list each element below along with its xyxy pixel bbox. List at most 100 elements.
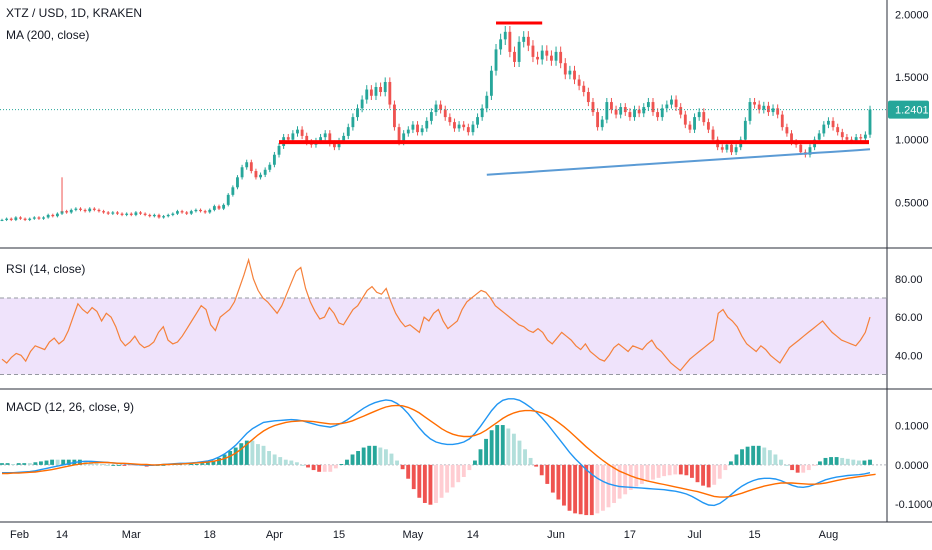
macd-histogram-bar[interactable] — [589, 464, 594, 516]
macd-histogram-bar[interactable] — [667, 464, 672, 476]
candle[interactable] — [111, 212, 115, 214]
macd-histogram-bar[interactable] — [817, 461, 822, 465]
candle[interactable] — [790, 133, 793, 143]
time-axis[interactable]: Feb 14 Mar 18 Apr 15 May 14 Jun 17 Jul 15 Aug — [10, 529, 838, 541]
candle[interactable] — [605, 102, 609, 120]
macd-histogram-bar[interactable] — [183, 464, 188, 466]
macd-histogram-bar[interactable] — [328, 464, 333, 472]
macd-histogram-bar[interactable] — [450, 464, 455, 488]
candle[interactable] — [725, 144, 729, 150]
macd-histogram-bar[interactable] — [829, 457, 833, 465]
macd-histogram-bar[interactable] — [862, 460, 867, 465]
candle[interactable] — [836, 127, 840, 133]
candle[interactable] — [485, 95, 489, 109]
macd-histogram-bar[interactable] — [239, 443, 244, 465]
macd-histogram-bar[interactable] — [573, 464, 578, 514]
candle[interactable] — [254, 171, 258, 178]
candle[interactable] — [393, 104, 396, 128]
macd-histogram-bar[interactable] — [322, 464, 327, 472]
candle[interactable] — [619, 107, 623, 115]
macd-histogram-bar[interactable] — [111, 464, 116, 466]
candle[interactable] — [748, 102, 752, 121]
macd-histogram-bar[interactable] — [762, 447, 767, 465]
candle[interactable] — [351, 117, 355, 128]
candle[interactable] — [55, 213, 59, 217]
macd-histogram-bar[interactable] — [27, 463, 32, 465]
macd-histogram-bar[interactable] — [812, 464, 817, 466]
macd-histogram-bar[interactable] — [678, 464, 683, 475]
macd-histogram-bar[interactable] — [712, 464, 717, 485]
macd-line[interactable] — [2, 398, 871, 507]
candle[interactable] — [762, 105, 766, 110]
macd-histogram-bar[interactable] — [161, 464, 166, 466]
candle[interactable] — [697, 112, 701, 118]
macd-histogram-bar[interactable] — [550, 464, 555, 493]
candle[interactable] — [199, 209, 202, 212]
candle[interactable] — [416, 124, 419, 133]
candle[interactable] — [526, 36, 530, 46]
macd-histogram-bar[interactable] — [795, 464, 800, 473]
candle[interactable] — [277, 145, 281, 155]
macd-histogram-bar[interactable] — [350, 454, 355, 465]
candle[interactable] — [319, 137, 322, 141]
macd-histogram-bar[interactable] — [773, 454, 778, 465]
candle[interactable] — [379, 87, 383, 93]
candle[interactable] — [97, 209, 101, 212]
candle[interactable] — [573, 70, 576, 80]
candle[interactable] — [102, 211, 105, 213]
signal-line[interactable] — [2, 404, 876, 498]
candle[interactable] — [471, 124, 475, 133]
macd-histogram-bar[interactable] — [300, 464, 305, 466]
candle[interactable] — [226, 194, 230, 205]
candle[interactable] — [577, 79, 581, 86]
macd-histogram-bar[interactable] — [717, 464, 722, 479]
macd-histogram-bar[interactable] — [22, 463, 27, 465]
macd-histogram-bar[interactable] — [506, 428, 511, 465]
candle[interactable] — [827, 120, 830, 125]
macd-histogram-bar[interactable] — [133, 464, 138, 466]
candle[interactable] — [822, 124, 826, 134]
candle[interactable] — [5, 218, 9, 220]
macd-histogram-bar[interactable] — [662, 464, 667, 477]
macd-histogram-bar[interactable] — [339, 464, 344, 466]
macd-histogram-bar[interactable] — [356, 451, 361, 465]
macd-histogram-bar[interactable] — [428, 464, 433, 505]
candle[interactable] — [646, 102, 650, 108]
candle[interactable] — [406, 129, 410, 134]
macd-histogram-bar[interactable] — [211, 460, 216, 465]
candle[interactable] — [554, 51, 558, 61]
macd-histogram-bar[interactable] — [306, 464, 310, 468]
macd-histogram-bar[interactable] — [439, 464, 444, 498]
macd-histogram-bar[interactable] — [684, 464, 689, 476]
candle[interactable] — [767, 105, 770, 113]
candle[interactable] — [559, 51, 563, 64]
candle[interactable] — [120, 213, 124, 215]
candle[interactable] — [434, 104, 438, 113]
macd-histogram-bar[interactable] — [205, 462, 210, 465]
candle[interactable] — [305, 135, 309, 143]
macd-histogram-bar[interactable] — [250, 440, 255, 465]
macd-histogram-bar[interactable] — [272, 454, 277, 465]
macd-histogram-bar[interactable] — [623, 464, 628, 495]
candle[interactable] — [831, 120, 835, 128]
macd-histogram-bar[interactable] — [556, 464, 561, 500]
candle[interactable] — [679, 107, 683, 115]
candle[interactable] — [439, 104, 443, 110]
macd-histogram-bar[interactable] — [695, 464, 700, 483]
candle[interactable] — [730, 144, 733, 153]
macd-histogram-bar[interactable] — [478, 449, 483, 465]
candle[interactable] — [286, 137, 290, 140]
candle[interactable] — [531, 45, 535, 57]
macd-histogram-bar[interactable] — [233, 447, 238, 465]
macd-histogram-bar[interactable] — [189, 464, 194, 466]
macd-histogram-bar[interactable] — [194, 464, 199, 466]
macd-histogram-bar[interactable] — [545, 464, 550, 484]
macd-histogram-bar[interactable] — [823, 457, 828, 465]
macd-histogram-bar[interactable] — [567, 464, 572, 511]
candle[interactable] — [69, 209, 73, 213]
macd-histogram-bar[interactable] — [673, 464, 678, 475]
candle[interactable] — [139, 212, 142, 214]
candle[interactable] — [693, 117, 696, 130]
macd-histogram-bar[interactable] — [656, 464, 661, 478]
